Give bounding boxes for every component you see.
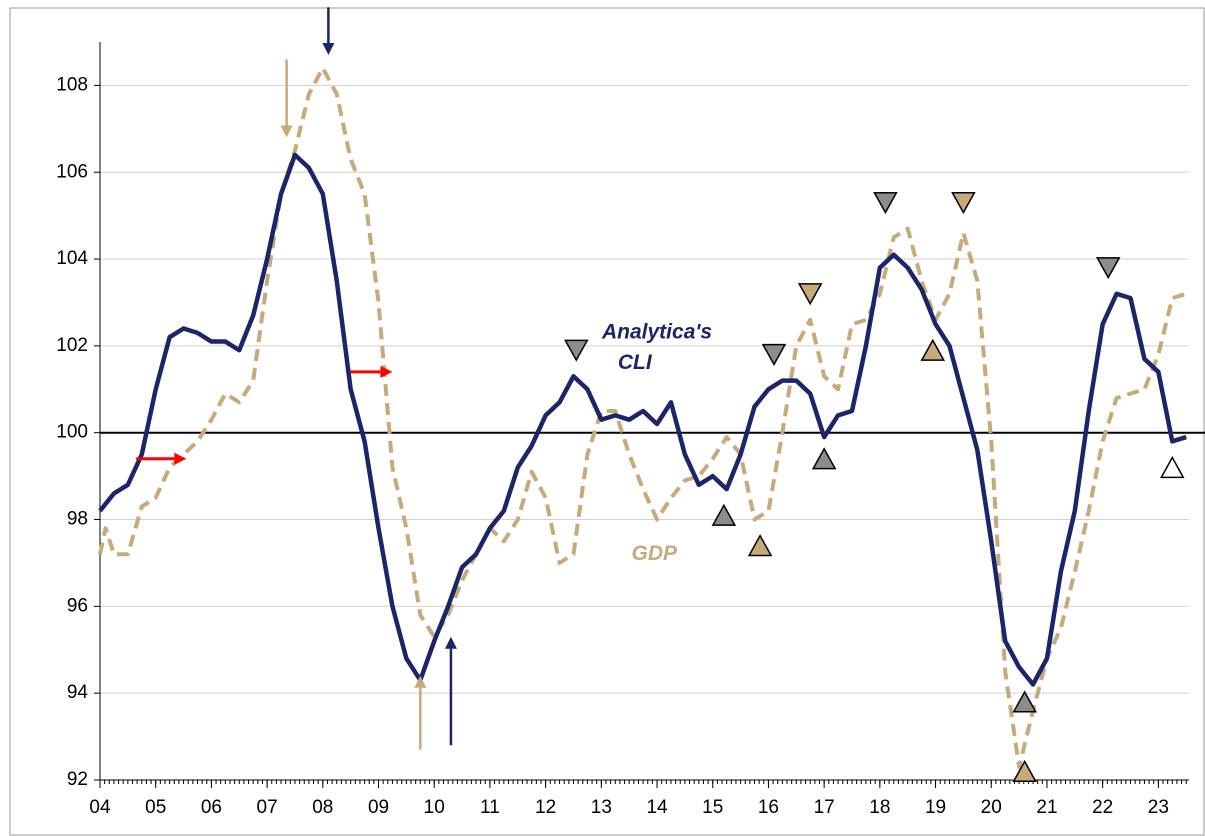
y-tick-label: 106 — [56, 161, 88, 182]
turning-point — [1095, 257, 1121, 280]
x-tick-label: 23 — [1148, 797, 1169, 818]
y-tick-label: 104 — [56, 248, 88, 269]
turning-point — [747, 534, 773, 557]
x-tick-label: 09 — [368, 797, 389, 818]
turning-point — [811, 447, 837, 470]
x-tick-label: 11 — [480, 797, 500, 818]
turning-point — [1012, 759, 1037, 782]
x-tick-label: 04 — [89, 797, 111, 818]
arrow-head — [380, 365, 393, 378]
arrow-head — [414, 675, 427, 688]
y-tick-label: 92 — [67, 769, 88, 790]
x-tick-label: 10 — [424, 797, 445, 818]
annotation: Analytica's — [601, 320, 712, 343]
turning-point — [761, 343, 787, 367]
arrow-head — [444, 636, 457, 649]
turning-point — [873, 191, 898, 215]
frame — [9, 7, 1205, 836]
arrow-head — [174, 452, 187, 465]
series-line — [98, 66, 1187, 769]
turning-point — [711, 503, 737, 526]
y-tick-label: 94 — [67, 682, 89, 703]
x-tick-label: 06 — [201, 797, 222, 818]
turning-point — [797, 283, 823, 306]
turning-point — [920, 338, 946, 361]
y-tick-label: 98 — [67, 509, 88, 530]
turning-point — [1012, 690, 1037, 713]
x-tick-label: 07 — [257, 797, 278, 818]
series-line — [98, 152, 1187, 687]
x-tick-label: 17 — [814, 797, 835, 818]
x-tick-label: 13 — [591, 797, 612, 818]
x-tick-label: 15 — [702, 797, 723, 818]
x-tick-label: 14 — [646, 797, 668, 818]
x-tick-label: 18 — [869, 797, 890, 818]
arrow-head — [280, 125, 293, 138]
x-tick-label: 16 — [758, 797, 779, 818]
turning-point — [563, 339, 589, 362]
x-tick-label: 20 — [981, 797, 1002, 818]
x-tick-label: 05 — [145, 797, 166, 818]
turning-point — [951, 191, 976, 215]
x-tick-label: 12 — [535, 797, 556, 818]
arrow-head — [322, 43, 335, 56]
annotation: CLI — [618, 351, 653, 374]
y-tick-label: 102 — [56, 335, 88, 356]
x-tick-label: 08 — [312, 797, 333, 818]
turning-point — [1160, 455, 1185, 479]
x-tick-label: 19 — [925, 797, 946, 818]
y-tick-label: 96 — [67, 595, 88, 616]
annotation: GDP — [631, 542, 678, 565]
y-tick-label: 100 — [56, 422, 88, 443]
x-tick-label: 22 — [1092, 797, 1113, 818]
y-tick-label: 108 — [56, 74, 88, 95]
x-tick-label: 21 — [1036, 797, 1057, 818]
